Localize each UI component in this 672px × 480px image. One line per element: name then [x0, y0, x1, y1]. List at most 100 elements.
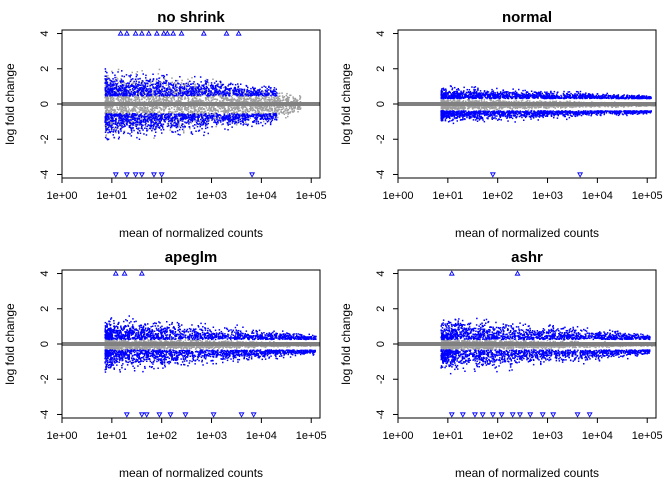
significant-point — [268, 85, 270, 88]
nonsignificant-point — [119, 119, 121, 121]
significant-point — [252, 86, 254, 89]
nonsignificant-point — [191, 98, 194, 101]
significant-point — [230, 87, 232, 90]
nonsignificant-point — [286, 110, 289, 112]
significant-point — [206, 87, 208, 89]
nonsignificant-point — [232, 89, 234, 91]
nonsignificant-point — [172, 122, 175, 125]
significant-point — [107, 124, 110, 126]
significant-point — [218, 117, 221, 119]
significant-point — [170, 118, 172, 120]
significant-point — [252, 114, 254, 117]
significant-point — [200, 86, 202, 88]
significant-point — [275, 94, 278, 97]
significant-point — [130, 85, 132, 87]
significant-point — [134, 86, 137, 88]
significant-point — [232, 114, 235, 116]
significant-point — [159, 85, 162, 88]
nonsignificant-point — [153, 100, 155, 102]
significant-point — [138, 115, 141, 118]
significant-point — [104, 88, 106, 91]
nonsignificant-point — [156, 120, 159, 123]
nonsignificant-point — [206, 109, 209, 111]
nonsignificant-point — [292, 96, 294, 98]
significant-point — [104, 70, 107, 73]
x-tick-label: 1e+04 — [246, 190, 277, 202]
significant-point — [216, 91, 218, 94]
significant-point — [141, 90, 143, 93]
nonsignificant-point — [107, 112, 109, 115]
significant-point — [252, 115, 255, 118]
significant-point — [242, 117, 245, 120]
nonsignificant-point — [124, 109, 126, 112]
significant-point — [233, 90, 236, 92]
significant-point — [129, 95, 131, 97]
significant-point — [273, 94, 275, 97]
significant-point — [144, 124, 147, 126]
nonsignificant-point — [245, 111, 247, 114]
nonsignificant-point — [158, 106, 161, 109]
significant-point — [107, 126, 110, 129]
significant-point — [155, 131, 157, 133]
nonsignificant-point — [297, 108, 300, 110]
nonsignificant-point — [261, 106, 264, 109]
nonsignificant-point — [212, 78, 214, 80]
significant-point — [230, 119, 232, 121]
nonsignificant-point — [125, 100, 128, 102]
significant-point — [242, 120, 244, 122]
significant-point — [227, 124, 229, 126]
significant-point — [160, 129, 162, 131]
nonsignificant-point — [263, 106, 265, 108]
nonsignificant-point — [206, 119, 209, 121]
significant-point — [190, 83, 192, 85]
significant-point — [168, 88, 171, 90]
significant-point — [174, 88, 176, 90]
significant-point — [170, 125, 173, 128]
significant-point — [114, 115, 116, 117]
significant-point — [183, 113, 186, 116]
nonsignificant-point — [116, 128, 118, 130]
significant-point — [148, 114, 150, 116]
significant-point — [140, 82, 143, 85]
significant-point — [129, 76, 131, 78]
significant-point — [159, 83, 162, 85]
significant-point — [161, 93, 164, 95]
significant-point — [222, 93, 224, 96]
significant-point — [135, 82, 137, 84]
significant-point — [134, 78, 137, 81]
nonsignificant-point — [138, 96, 140, 99]
significant-point — [112, 118, 114, 120]
nonsignificant-point — [117, 98, 119, 100]
significant-point — [203, 121, 206, 123]
nonsignificant-point — [284, 99, 287, 101]
nonsignificant-point — [247, 98, 249, 101]
significant-point — [157, 118, 159, 121]
nonsignificant-point — [280, 106, 283, 109]
significant-point — [104, 121, 106, 124]
nonsignificant-point — [107, 93, 109, 95]
nonsignificant-point — [199, 99, 202, 102]
significant-point — [219, 80, 222, 83]
significant-point — [131, 116, 133, 119]
significant-point — [174, 95, 176, 97]
nonsignificant-point — [205, 112, 207, 114]
significant-point — [207, 95, 209, 97]
nonsignificant-point — [162, 96, 165, 98]
nonsignificant-point — [123, 109, 125, 112]
nonsignificant-point — [285, 101, 288, 103]
significant-point — [104, 81, 107, 83]
nonsignificant-point — [192, 99, 195, 101]
nonsignificant-point — [158, 110, 161, 113]
significant-point — [196, 123, 199, 125]
significant-point — [125, 122, 128, 125]
significant-point — [121, 84, 124, 86]
significant-point — [187, 91, 190, 94]
significant-point — [106, 137, 108, 140]
significant-point — [183, 86, 186, 88]
nonsignificant-point — [139, 106, 141, 108]
significant-point — [211, 85, 214, 87]
significant-point — [124, 92, 126, 94]
nonsignificant-point — [213, 106, 215, 109]
significant-point — [246, 114, 248, 117]
nonsignificant-point — [270, 96, 273, 98]
